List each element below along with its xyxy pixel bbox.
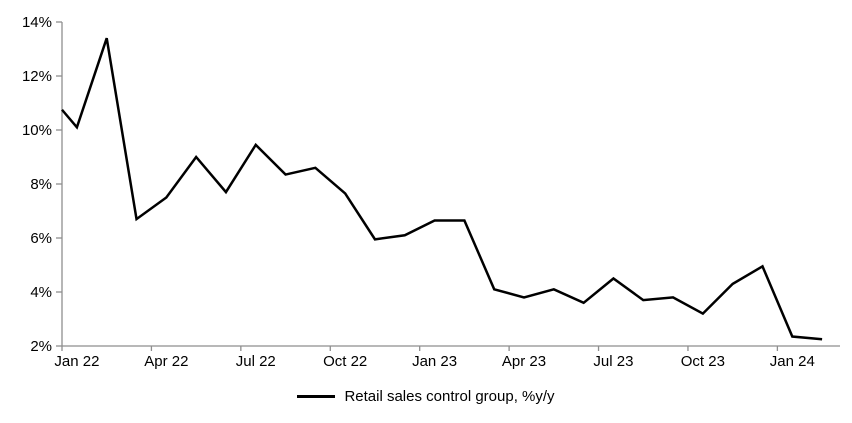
y-axis-label: 4% [30, 284, 52, 301]
x-axis-label: Oct 23 [681, 353, 725, 370]
legend-line-swatch [297, 395, 336, 398]
x-axis-label: Jan 23 [412, 353, 457, 370]
series-line [61, 37, 823, 341]
y-axis-label: 12% [22, 68, 52, 85]
legend-label: Retail sales control group, %y/y [344, 388, 555, 405]
x-axis-label: Apr 22 [144, 353, 188, 370]
legend: Retail sales control group, %y/y [0, 388, 852, 405]
x-axis-label: Jul 23 [593, 353, 633, 370]
y-axis-label: 2% [30, 338, 52, 355]
x-axis-label: Apr 23 [502, 353, 546, 370]
line-chart: 2% 4% 6% 8% 10% 12% 14% Jan 22 Apr 22 Jul 22 Oct 2… [22, 14, 840, 370]
y-axis-label: 10% [22, 122, 52, 139]
y-axis-label: 8% [30, 176, 52, 193]
y-axis-label: 14% [22, 14, 52, 31]
y-axis-label: 6% [30, 230, 52, 247]
x-axis-label: Oct 22 [323, 353, 367, 370]
x-axis-label: Jan 24 [770, 353, 815, 370]
x-axis-label: Jan 22 [54, 353, 99, 370]
x-axis-label: Jul 22 [236, 353, 276, 370]
